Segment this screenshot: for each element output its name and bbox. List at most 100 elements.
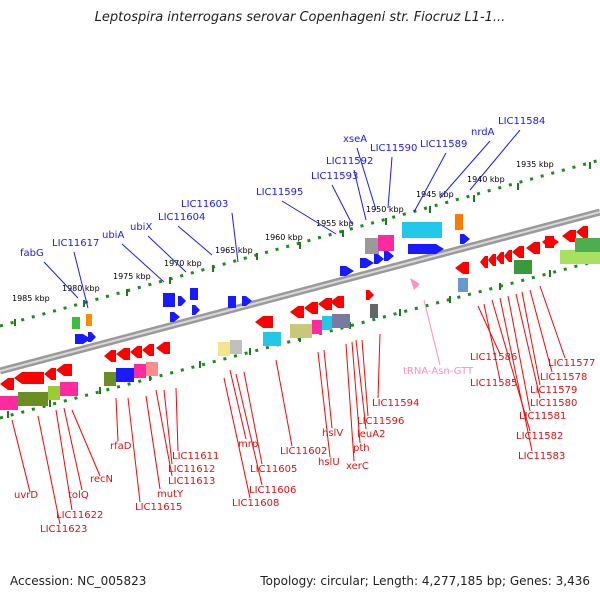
gene-block[interactable] (458, 278, 468, 292)
gene-block[interactable] (332, 314, 350, 328)
gene-block[interactable] (146, 362, 158, 376)
gene-arrow[interactable] (340, 266, 354, 276)
gene-label[interactable]: LIC11577 (548, 358, 595, 369)
gene-arrow[interactable] (178, 296, 186, 306)
gene-block[interactable] (134, 364, 146, 378)
gene-arrow[interactable] (0, 378, 14, 390)
gene-label[interactable]: LIC11578 (540, 372, 587, 383)
gene-label[interactable]: LIC11623 (40, 524, 87, 535)
gene-arrow[interactable] (88, 332, 96, 342)
gene-arrow[interactable] (170, 312, 180, 322)
gene-label[interactable]: LIC11589 (420, 139, 467, 150)
gene-block[interactable] (370, 304, 378, 318)
gene-arrow[interactable] (14, 372, 44, 384)
gene-block[interactable] (575, 238, 600, 252)
gene-arrow[interactable] (255, 316, 273, 328)
gene-block[interactable] (18, 392, 48, 406)
gene-block[interactable] (228, 296, 236, 308)
gene-label[interactable]: LIC11615 (135, 502, 182, 513)
gene-arrow[interactable] (496, 252, 504, 264)
gene-arrow[interactable] (304, 302, 318, 314)
gene-label[interactable]: LIC11602 (280, 446, 327, 457)
gene-arrow[interactable] (455, 262, 469, 274)
gene-block[interactable] (230, 340, 242, 354)
gene-block[interactable] (116, 368, 134, 382)
gene-block[interactable] (72, 317, 80, 329)
gene-label[interactable]: LIC11595 (256, 187, 303, 198)
gene-arrow[interactable] (44, 368, 56, 380)
gene-label[interactable]: recN (90, 474, 113, 485)
gene-block[interactable] (560, 250, 600, 264)
gene-arrow[interactable] (562, 230, 576, 242)
gene-block[interactable] (402, 222, 442, 238)
gene-label[interactable]: LIC11582 (516, 431, 563, 442)
gene-arrow[interactable] (130, 346, 142, 358)
gene-label[interactable]: LIC11586 (470, 352, 517, 363)
gene-block[interactable] (163, 293, 175, 307)
gene-arrow[interactable] (104, 350, 116, 362)
gene-block[interactable] (455, 214, 463, 230)
gene-label[interactable]: rfaD (110, 441, 132, 452)
gene-label[interactable]: LIC11605 (250, 464, 297, 475)
gene-label[interactable]: xerC (346, 461, 369, 472)
gene-label[interactable]: hslU (318, 457, 340, 468)
gene-label[interactable]: LIC11611 (172, 451, 219, 462)
gene-label[interactable]: LIC11590 (370, 143, 417, 154)
gene-block[interactable] (218, 342, 230, 356)
gene-arrow[interactable] (504, 250, 512, 262)
gene-block[interactable] (60, 382, 78, 396)
gene-arrow[interactable] (360, 258, 374, 268)
gene-arrow[interactable] (480, 256, 488, 268)
gene-label[interactable]: LIC11608 (232, 498, 279, 509)
gene-label[interactable]: nrdA (471, 127, 495, 138)
gene-block[interactable] (0, 396, 18, 410)
gene-arrow[interactable] (192, 305, 200, 315)
gene-block[interactable] (190, 288, 198, 300)
gene-arrow[interactable] (156, 342, 170, 354)
gene-arrow[interactable] (512, 246, 524, 258)
gene-arrow[interactable] (290, 306, 304, 318)
gene-arrow[interactable] (318, 298, 332, 310)
gene-label[interactable]: LIC11613 (168, 476, 215, 487)
gene-label[interactable]: LIC11603 (181, 199, 228, 210)
gene-label[interactable]: LIC11579 (530, 385, 577, 396)
gene-block[interactable] (86, 314, 92, 326)
gene-arrow[interactable] (488, 254, 496, 266)
gene-arrow[interactable] (366, 290, 374, 300)
gene-label[interactable]: leuA2 (357, 429, 385, 440)
gene-arrow[interactable] (75, 334, 91, 344)
gene-arrow[interactable] (545, 236, 559, 248)
gene-label[interactable]: LIC11583 (518, 451, 565, 462)
gene-label[interactable]: mrp (238, 439, 258, 450)
gene-label[interactable]: LIC11617 (52, 238, 99, 249)
gene-label[interactable]: mutY (157, 489, 184, 500)
gene-arrow[interactable] (116, 348, 130, 360)
gene-label[interactable]: ubiA (102, 230, 124, 241)
gene-arrow[interactable] (374, 254, 384, 264)
gene-arrow[interactable] (526, 242, 540, 254)
gene-arrow[interactable] (384, 251, 394, 261)
gene-block[interactable] (514, 260, 532, 274)
gene-label[interactable]: uvrD (14, 490, 38, 501)
gene-label[interactable]: LIC11592 (326, 156, 373, 167)
gene-block[interactable] (378, 235, 394, 251)
gene-label[interactable]: LIC11596 (357, 416, 404, 427)
gene-label[interactable]: LIC11581 (519, 411, 566, 422)
trna-label[interactable]: tRNA-Asn-GTT (403, 366, 474, 377)
gene-label[interactable]: hslV (322, 428, 343, 439)
gene-label[interactable]: xseA (343, 134, 367, 145)
gene-label[interactable]: LIC11585 (470, 378, 517, 389)
gene-label[interactable]: LIC11594 (372, 398, 419, 409)
gene-block[interactable] (263, 332, 281, 346)
trna-feature[interactable] (410, 278, 420, 290)
gene-label[interactable]: LIC11622 (56, 510, 103, 521)
gene-arrow[interactable] (460, 234, 470, 244)
gene-label[interactable]: LIC11604 (158, 212, 205, 223)
gene-label[interactable]: LIC11580 (530, 398, 577, 409)
gene-label[interactable]: LIC11606 (249, 485, 296, 496)
gene-label[interactable]: pth (353, 443, 370, 454)
gene-block[interactable] (365, 238, 379, 254)
gene-block[interactable] (322, 316, 332, 330)
gene-arrow[interactable] (576, 226, 588, 238)
gene-arrow[interactable] (56, 364, 72, 376)
